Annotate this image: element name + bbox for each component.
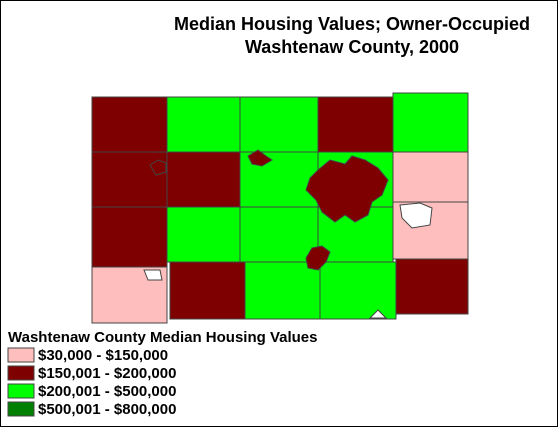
township — [239, 96, 319, 153]
township — [392, 92, 469, 153]
legend-swatch — [7, 383, 35, 399]
legend-title: Washtenaw County Median Housing Values — [8, 329, 318, 346]
city — [149, 159, 167, 176]
township — [395, 258, 469, 315]
legend-label: $200,001 - $500,000 — [38, 383, 176, 400]
city — [305, 155, 389, 223]
townships — [91, 92, 469, 324]
township — [244, 261, 321, 320]
township — [169, 261, 246, 320]
city — [399, 202, 433, 229]
legend-swatch — [7, 365, 35, 381]
title: Median Housing Values; Owner-Occupied — [174, 14, 530, 34]
city — [305, 245, 331, 271]
legend-label: $150,001 - $200,000 — [38, 365, 176, 382]
township — [239, 206, 319, 263]
legend-swatch — [7, 347, 35, 363]
township — [319, 261, 397, 320]
legend-swatch — [7, 401, 35, 417]
city — [247, 149, 273, 167]
township — [392, 151, 469, 203]
city-areas — [143, 149, 433, 319]
subtitle: Washtenaw County, 2000 — [245, 37, 459, 57]
township — [91, 206, 168, 268]
legend-label: $500,001 - $800,000 — [38, 401, 176, 418]
legend: $30,000 - $150,000$150,001 - $200,000$20… — [7, 347, 176, 418]
township — [317, 96, 394, 153]
township — [166, 206, 241, 263]
city — [143, 269, 163, 281]
township — [91, 151, 168, 208]
township — [91, 96, 168, 153]
city — [368, 309, 388, 319]
township — [166, 151, 241, 208]
legend-label: $30,000 - $150,000 — [38, 347, 168, 364]
township — [166, 96, 241, 153]
